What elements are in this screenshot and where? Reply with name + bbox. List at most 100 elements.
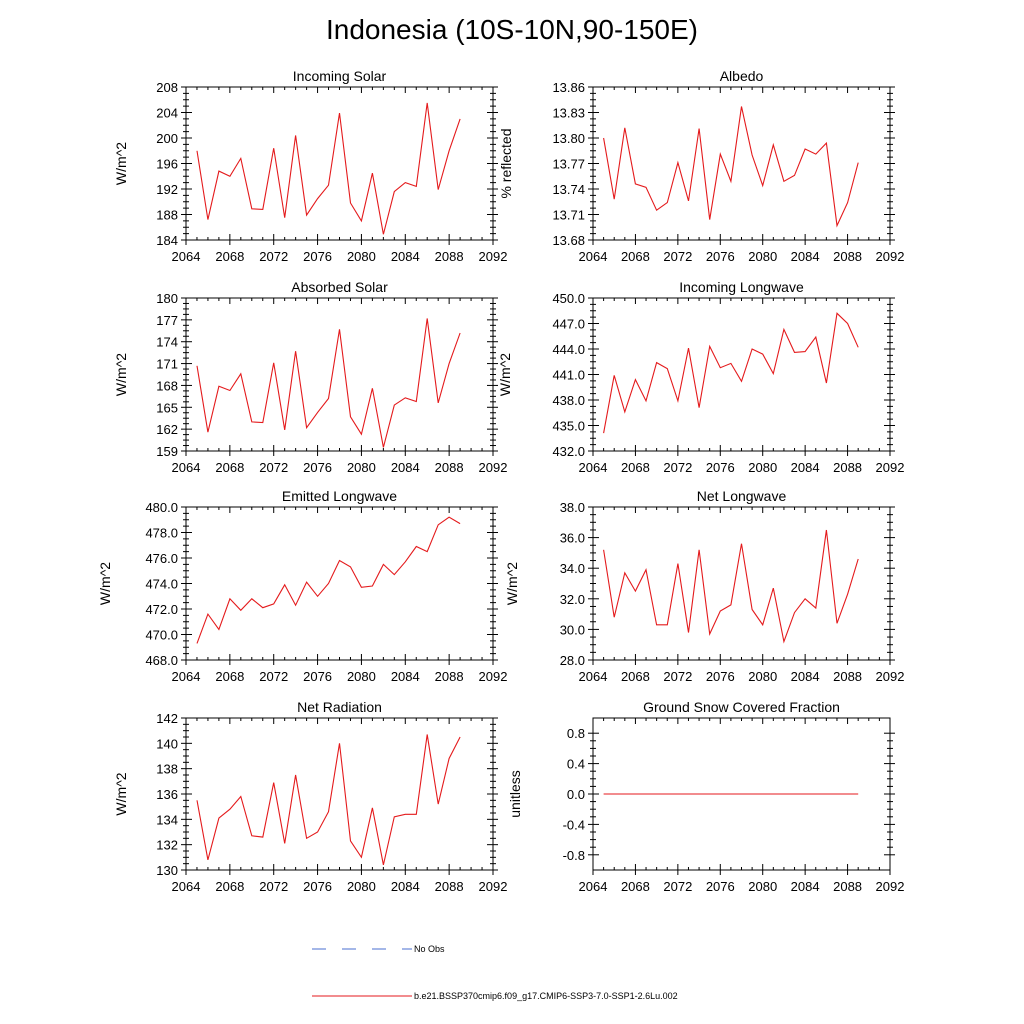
- y-axis-label: unitless: [507, 770, 523, 817]
- x-tick-label: 2068: [215, 249, 244, 264]
- x-tick-label: 2064: [172, 669, 201, 684]
- y-tick-label: 200: [156, 131, 178, 146]
- x-tick-label: 2064: [579, 879, 608, 894]
- series-line: [603, 312, 859, 434]
- y-tick-label: 480.0: [145, 500, 178, 515]
- x-tick-label: 2084: [791, 879, 820, 894]
- x-tick-label: 2064: [579, 669, 608, 684]
- y-tick-label: 180: [156, 291, 178, 306]
- x-tick-label: 2080: [748, 460, 777, 475]
- x-tick-label: 2064: [172, 249, 201, 264]
- x-tick-label: 2068: [621, 669, 650, 684]
- x-tick-label: 2072: [259, 249, 288, 264]
- y-tick-label: 184: [156, 233, 178, 248]
- y-tick-label: -0.8: [563, 848, 585, 863]
- y-tick-label: 478.0: [145, 526, 178, 541]
- x-tick-label: 2072: [259, 460, 288, 475]
- x-tick-label: 2064: [579, 249, 608, 264]
- y-tick-label: 159: [156, 444, 178, 459]
- legend-label-obs: No Obs: [414, 944, 445, 954]
- y-tick-label: 0.8: [567, 726, 585, 741]
- panel-title: Incoming Solar: [293, 68, 387, 84]
- panel-title: Incoming Longwave: [679, 279, 804, 295]
- y-tick-label: 138: [156, 762, 178, 777]
- x-tick-label: 2092: [876, 460, 905, 475]
- x-tick-label: 2092: [876, 879, 905, 894]
- panel-7: Ground Snow Covered Fraction unitless 2064…: [507, 699, 904, 894]
- y-tick-label: 447.0: [552, 317, 585, 332]
- x-tick-label: 2072: [663, 249, 692, 264]
- y-tick-label: 441.0: [552, 368, 585, 383]
- x-tick-label: 2076: [303, 249, 332, 264]
- x-tick-label: 2080: [347, 460, 376, 475]
- x-tick-label: 2080: [748, 879, 777, 894]
- y-tick-label: 13.86: [552, 80, 585, 95]
- x-tick-label: 2088: [833, 249, 862, 264]
- x-tick-label: 2088: [435, 879, 464, 894]
- x-tick-label: 2076: [303, 879, 332, 894]
- panel-3: Incoming Longwave W/m^2 2064 2068 2072 2076 20…: [497, 279, 904, 475]
- plot-frame: [185, 506, 494, 661]
- series-line: [603, 106, 859, 228]
- y-tick-label: 204: [156, 106, 178, 121]
- y-axis-label: W/m^2: [97, 562, 113, 605]
- legend-label-model: b.e21.BSSP370cmip6.f09_g17.CMIP6-SSP3-7.…: [414, 991, 678, 1001]
- x-tick-label: 2080: [347, 249, 376, 264]
- legend: No Obs b.e21.BSSP370cmip6.f09_g17.CMIP6-S…: [312, 944, 678, 1001]
- x-tick-label: 2068: [215, 879, 244, 894]
- panel-4: Emitted Longwave W/m^2 2064 2068 2072 2076 208…: [97, 488, 507, 684]
- y-tick-label: 177: [156, 313, 178, 328]
- x-tick-label: 2068: [215, 460, 244, 475]
- y-tick-label: 13.83: [552, 106, 585, 121]
- x-tick-label: 2080: [748, 249, 777, 264]
- x-tick-label: 2072: [663, 669, 692, 684]
- y-axis-label: W/m^2: [113, 353, 129, 396]
- y-tick-label: 165: [156, 400, 178, 415]
- y-tick-label: 196: [156, 157, 178, 172]
- y-tick-label: 438.0: [552, 393, 585, 408]
- panel-title: Emitted Longwave: [282, 488, 397, 504]
- x-tick-label: 2088: [435, 249, 464, 264]
- panel-title: Net Radiation: [297, 699, 382, 715]
- y-tick-label: 188: [156, 208, 178, 223]
- series-line: [196, 734, 461, 866]
- y-tick-label: 34.0: [560, 561, 585, 576]
- y-tick-label: 136: [156, 787, 178, 802]
- x-tick-label: 2088: [833, 460, 862, 475]
- panel-title: Net Longwave: [697, 488, 787, 504]
- figure-title: Indonesia (10S-10N,90-150E): [325, 14, 698, 45]
- plot-frame: [185, 86, 494, 241]
- y-tick-label: 130: [156, 863, 178, 878]
- x-tick-label: 2080: [347, 879, 376, 894]
- plot-frame: [185, 297, 494, 452]
- y-tick-label: 476.0: [145, 551, 178, 566]
- y-tick-label: 0.0: [567, 787, 585, 802]
- plot-frame: [185, 717, 494, 871]
- panel-5: Net Longwave W/m^2 2064 2068 2072 2076 2080 208…: [504, 488, 904, 684]
- x-tick-label: 2076: [706, 249, 735, 264]
- y-tick-label: 32.0: [560, 592, 585, 607]
- x-tick-label: 2076: [303, 460, 332, 475]
- panel-title: Ground Snow Covered Fraction: [643, 699, 840, 715]
- y-axis-label: W/m^2: [497, 353, 513, 396]
- y-axis-label: W/m^2: [504, 562, 520, 605]
- panel-0: Incoming Solar W/m^2 2064 2068 2072 2076 2080 2…: [113, 68, 507, 264]
- y-tick-label: 450.0: [552, 291, 585, 306]
- plot-frame: [592, 506, 891, 661]
- panel-title: Absorbed Solar: [291, 279, 388, 295]
- y-tick-label: 470.0: [145, 628, 178, 643]
- x-tick-label: 2088: [833, 669, 862, 684]
- x-tick-label: 2084: [791, 669, 820, 684]
- panel-6: Net Radiation W/m^2 2064 2068 2072 2076 2080 20…: [113, 699, 507, 894]
- y-tick-label: 38.0: [560, 500, 585, 515]
- y-tick-label: 13.77: [552, 157, 585, 172]
- x-tick-label: 2084: [791, 460, 820, 475]
- x-tick-label: 2092: [479, 879, 508, 894]
- y-tick-label: -0.4: [563, 817, 585, 832]
- x-tick-label: 2080: [347, 669, 376, 684]
- x-tick-label: 2092: [876, 249, 905, 264]
- y-tick-label: 168: [156, 378, 178, 393]
- y-tick-label: 472.0: [145, 602, 178, 617]
- y-tick-label: 0.4: [567, 757, 585, 772]
